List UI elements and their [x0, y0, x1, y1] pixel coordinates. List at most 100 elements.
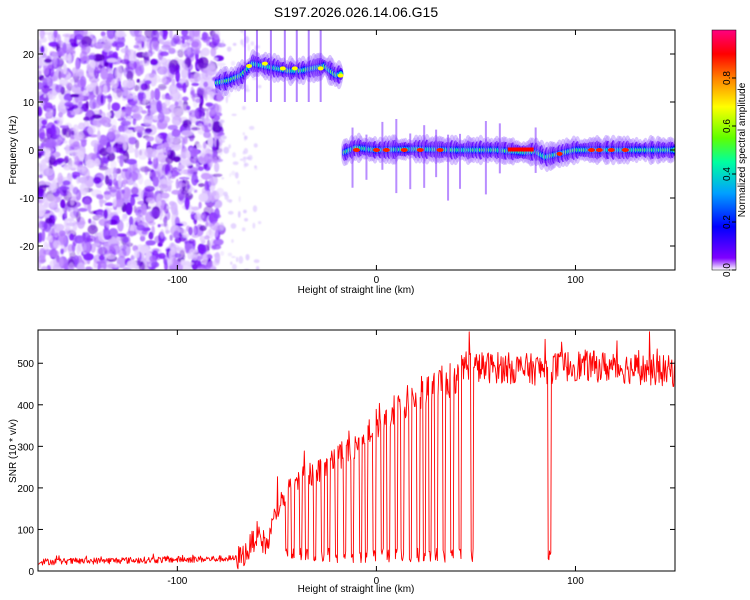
- noise-blob: [149, 209, 160, 218]
- noise-blob: [124, 106, 132, 117]
- noise-blob: [112, 51, 118, 58]
- noise-blob: [40, 45, 45, 54]
- noise-blob: [107, 239, 119, 245]
- noise-blob: [45, 194, 57, 207]
- noise-blob: [244, 218, 249, 222]
- noise-blob: [191, 173, 199, 186]
- spectrogram-x-tick-label: -100: [167, 275, 187, 286]
- noise-blob: [55, 84, 64, 93]
- noise-blob: [38, 68, 43, 77]
- noise-blob: [174, 101, 179, 107]
- noise-blob: [212, 173, 223, 178]
- noise-blob: [83, 197, 91, 210]
- noise-blob: [192, 30, 201, 38]
- noise-blob: [229, 172, 232, 178]
- noise-blob: [38, 233, 42, 244]
- noise-blob: [163, 203, 170, 214]
- noise-blob: [179, 170, 185, 174]
- noise-blob: [182, 233, 190, 238]
- noise-blob: [73, 254, 80, 265]
- noise-blob: [173, 230, 180, 239]
- noise-blob: [121, 108, 128, 114]
- noise-blob: [117, 117, 127, 122]
- noise-blob: [60, 199, 66, 209]
- noise-blob: [168, 264, 177, 270]
- spectrogram-y-axis-label: Frequency (Hz): [8, 116, 19, 185]
- noise-blob: [106, 58, 118, 63]
- noise-blob: [252, 222, 256, 229]
- noise-blob: [182, 82, 187, 94]
- noise-blob: [201, 47, 210, 57]
- noise-blob: [95, 66, 102, 73]
- noise-blob: [158, 179, 169, 191]
- trace-peak: [416, 148, 424, 152]
- noise-blob: [164, 99, 171, 107]
- noise-blob: [108, 189, 118, 193]
- noise-blob: [219, 222, 225, 230]
- noise-blob: [106, 30, 116, 40]
- noise-blob: [66, 222, 76, 227]
- noise-blob: [190, 257, 199, 270]
- noise-blob: [185, 150, 191, 159]
- noise-blob: [45, 138, 57, 149]
- noise-blob: [144, 130, 151, 135]
- noise-blob: [232, 42, 237, 46]
- noise-blob: [215, 187, 225, 197]
- noise-blob: [152, 176, 160, 187]
- noise-blob: [136, 224, 146, 231]
- noise-blob: [203, 153, 213, 164]
- colorbar-frame: [711, 29, 737, 271]
- noise-blob: [78, 93, 83, 102]
- noise-blob: [159, 223, 168, 227]
- noise-blob: [250, 41, 255, 46]
- noise-blob: [177, 59, 184, 66]
- trace-peak: [400, 148, 408, 152]
- noise-blob: [188, 147, 193, 151]
- trace-streak: [459, 133, 462, 189]
- trace-streak: [534, 127, 537, 173]
- noise-blob: [143, 115, 153, 126]
- noise-blob: [242, 150, 246, 155]
- noise-blob: [231, 239, 234, 243]
- trace-peak: [595, 148, 603, 152]
- noise-blob: [104, 202, 114, 207]
- colorbar-tick-label: 0.2: [722, 215, 733, 229]
- noise-blob: [95, 101, 101, 108]
- spectrogram-y-tick-label: 0: [28, 146, 34, 157]
- noise-blob: [183, 51, 193, 55]
- noise-blob: [172, 256, 177, 267]
- snr-y-tick-label: 200: [17, 484, 34, 495]
- noise-blob: [92, 117, 103, 128]
- noise-blob: [203, 81, 209, 88]
- noise-blob: [152, 150, 158, 159]
- noise-blob: [139, 245, 150, 254]
- noise-blob: [165, 163, 171, 175]
- noise-blob: [231, 113, 237, 116]
- noise-blob: [47, 228, 58, 234]
- colorbar-ticks: 0.00.20.40.60.8: [711, 29, 737, 277]
- noise-blob: [254, 165, 257, 168]
- noise-blob: [121, 213, 126, 222]
- noise-blob: [134, 147, 139, 159]
- noise-blob: [77, 207, 88, 212]
- noise-blob: [104, 174, 110, 185]
- noise-blob: [214, 162, 220, 173]
- noise-blob: [89, 116, 95, 121]
- noise-blob: [53, 30, 58, 39]
- noise-blob: [75, 220, 86, 225]
- noise-blob: [107, 215, 111, 228]
- noise-blob: [38, 127, 46, 139]
- noise-blob: [209, 221, 221, 231]
- noise-blob: [223, 146, 230, 154]
- noise-blob: [150, 58, 159, 66]
- noise-blob: [57, 172, 63, 185]
- noise-blob: [189, 154, 199, 164]
- noise-blob: [221, 139, 225, 143]
- noise-blob: [152, 158, 157, 165]
- noise-blob: [231, 255, 236, 258]
- noise-blob: [189, 248, 195, 255]
- spectrogram-y-tick-label: 20: [23, 50, 35, 61]
- noise-blob: [91, 114, 102, 119]
- trace-peak: [556, 151, 563, 156]
- noise-blob: [85, 100, 89, 109]
